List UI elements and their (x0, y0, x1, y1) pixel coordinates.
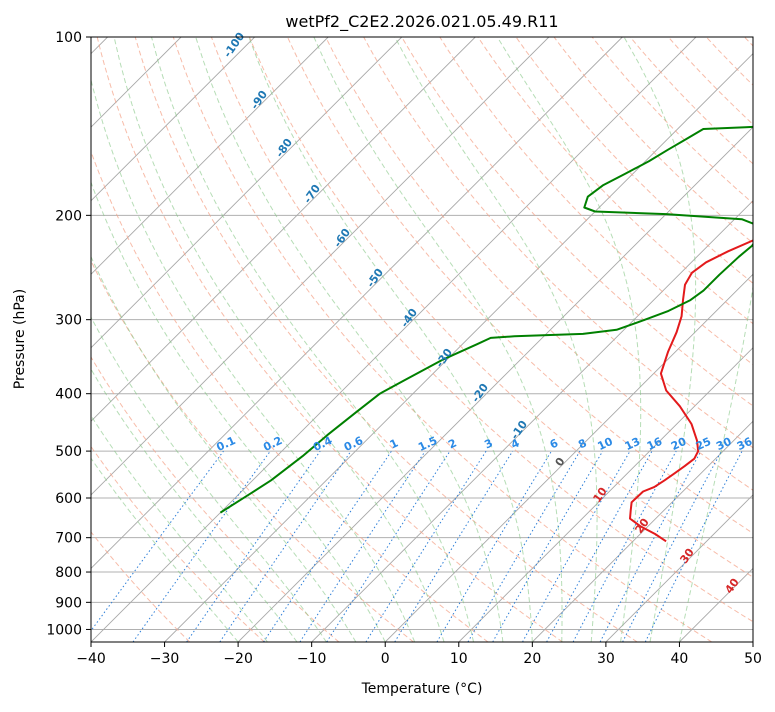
x-tick-label: 50 (744, 651, 762, 667)
x-tick-label: −10 (297, 651, 327, 667)
y-tick-label: 700 (55, 531, 82, 547)
y-tick-label: 1000 (46, 622, 82, 638)
y-tick-label: 300 (55, 313, 82, 329)
y-axis-label: Pressure (hPa) (12, 289, 28, 389)
chart-title: wetPf2_C2E2.2026.021.05.49.R11 (285, 12, 558, 32)
x-tick-label: 0 (381, 651, 390, 667)
y-tick-label: 100 (55, 30, 82, 46)
y-tick-label: 900 (55, 595, 82, 611)
y-tick-label: 500 (55, 444, 82, 460)
x-tick-label: 10 (450, 651, 468, 667)
x-axis-label: Temperature (°C) (361, 681, 483, 697)
x-tick-label: 20 (523, 651, 541, 667)
y-tick-label: 800 (55, 565, 82, 581)
x-tick-label: −20 (223, 651, 253, 667)
x-tick-label: 30 (597, 651, 615, 667)
y-tick-label: 200 (55, 208, 82, 224)
y-tick-label: 400 (55, 387, 82, 403)
x-tick-label: 40 (671, 651, 689, 667)
x-tick-label: −30 (150, 651, 180, 667)
x-tick-label: −40 (76, 651, 106, 667)
y-tick-label: 600 (55, 491, 82, 507)
